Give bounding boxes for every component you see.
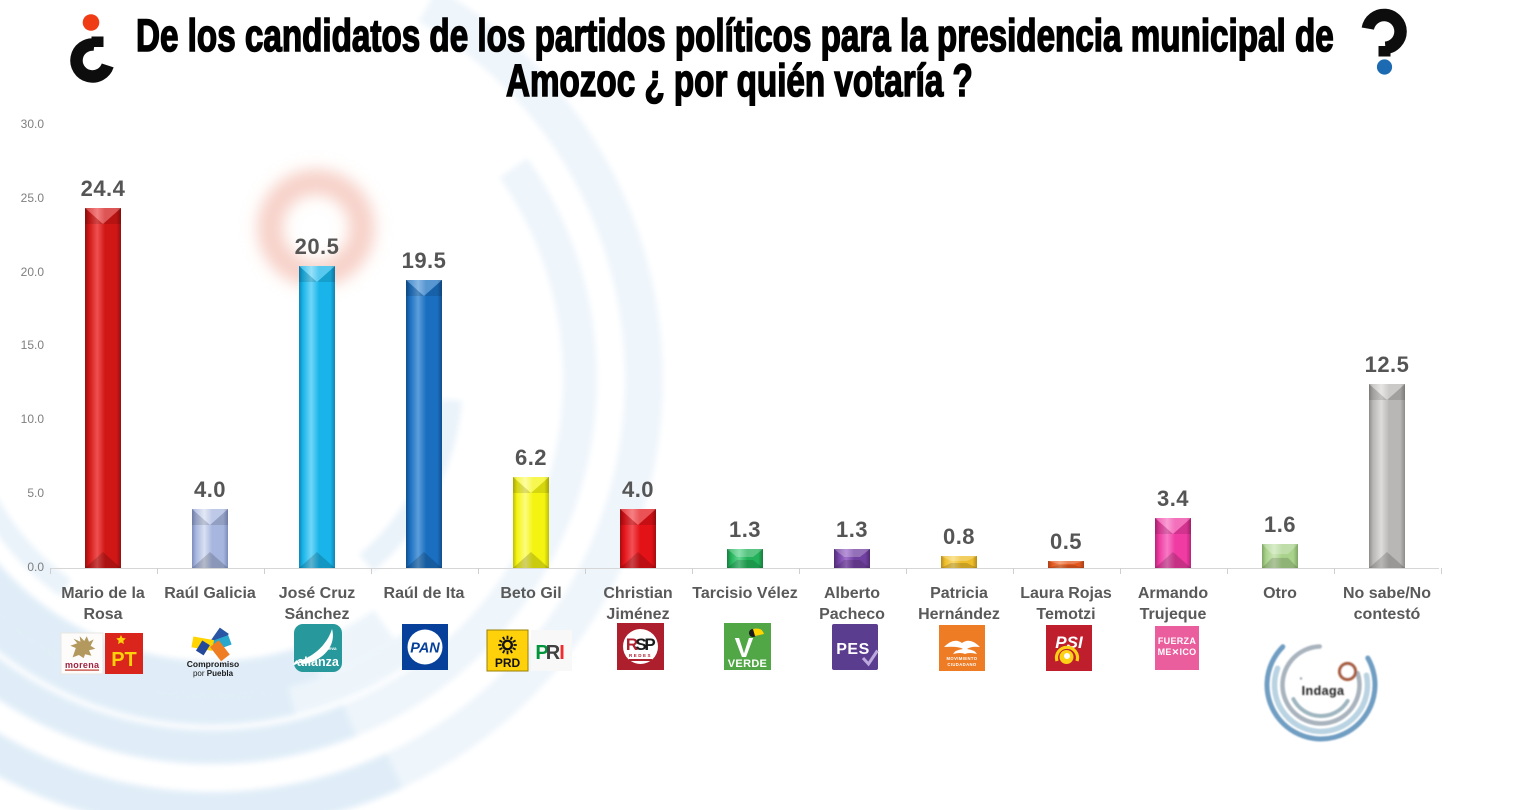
- svg-text:REDES: REDES: [629, 653, 652, 658]
- svg-text:R: R: [546, 642, 561, 664]
- svg-text:por Puebla: por Puebla: [193, 669, 234, 678]
- svg-text:I: I: [559, 642, 565, 664]
- svg-text:Compromiso: Compromiso: [187, 659, 239, 669]
- svg-text:PT: PT: [111, 649, 137, 671]
- svg-text:P: P: [535, 642, 548, 664]
- svg-text:nueva: nueva: [323, 646, 337, 651]
- svg-text:FUERZA: FUERZA: [1158, 636, 1196, 646]
- svg-text:CIUDADANO: CIUDADANO: [947, 662, 977, 667]
- svg-text:MOVIMIENTO: MOVIMIENTO: [947, 656, 978, 661]
- svg-text:S: S: [635, 635, 646, 654]
- svg-text:PAN: PAN: [410, 641, 440, 657]
- svg-text:P: P: [644, 635, 655, 654]
- svg-text:PRD: PRD: [495, 656, 521, 670]
- svg-text:PES: PES: [836, 641, 870, 658]
- svg-text:VERDE: VERDE: [728, 658, 767, 670]
- svg-text:alianza: alianza: [297, 655, 340, 669]
- svg-text:ME✕ICO: ME✕ICO: [1158, 647, 1197, 657]
- svg-text:Indaga: Indaga: [1302, 684, 1345, 698]
- svg-text:morena: morena: [65, 660, 100, 670]
- svg-text:V: V: [735, 632, 754, 663]
- svg-text:R: R: [626, 635, 638, 654]
